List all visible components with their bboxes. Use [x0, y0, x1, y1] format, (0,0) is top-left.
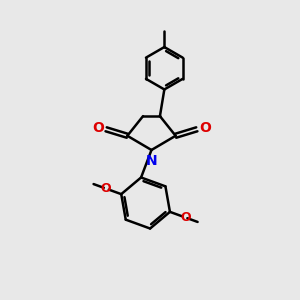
- Text: O: O: [100, 182, 111, 195]
- Text: O: O: [180, 211, 191, 224]
- Text: N: N: [146, 154, 157, 167]
- Text: O: O: [199, 122, 211, 135]
- Text: O: O: [92, 122, 104, 135]
